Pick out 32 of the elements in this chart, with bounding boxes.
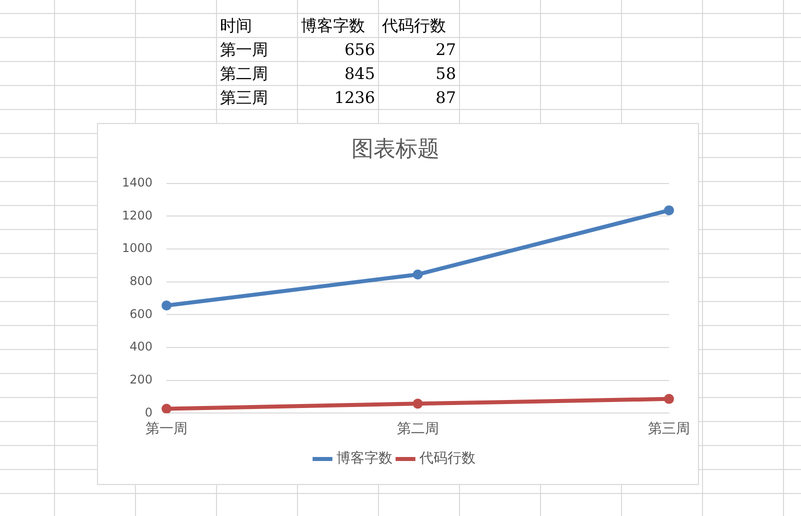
- legend-label: 代码行数: [418, 450, 476, 467]
- y-tick-label: 800: [130, 274, 153, 288]
- text: 1236: [298, 86, 378, 110]
- chart-title: 图表标题: [352, 136, 440, 162]
- point: [412, 398, 423, 409]
- x-tick-label: 第二周: [396, 421, 439, 438]
- point: [162, 404, 172, 414]
- x-tick-label: 第一周: [146, 421, 188, 438]
- y-tick-label: 200: [130, 372, 153, 386]
- x-tick-label: 第三周: [648, 421, 690, 438]
- text: 博客字数: [298, 14, 378, 38]
- point: [162, 300, 172, 311]
- legend-label: 博客字数: [336, 450, 392, 467]
- text: 656: [298, 38, 378, 62]
- y-tick-label: 0: [144, 405, 153, 420]
- text: 时间: [216, 14, 298, 38]
- y-tick-label: 1400: [122, 176, 153, 190]
- text: 87: [378, 86, 460, 110]
- text: 58: [378, 62, 460, 86]
- y-tick-label: 1000: [122, 241, 153, 256]
- text: 第三周: [216, 86, 298, 110]
- text: 第二周: [216, 62, 298, 86]
- text: 27: [378, 38, 460, 62]
- text: 代码行数: [378, 14, 460, 38]
- y-tick-label: 1200: [122, 208, 153, 222]
- point: [412, 270, 423, 280]
- text: 845: [298, 62, 378, 86]
- point: [664, 205, 674, 216]
- y-tick-label: 400: [130, 340, 153, 354]
- y-tick-label: 600: [130, 306, 153, 321]
- point: [664, 394, 674, 404]
- text: 第一周: [216, 38, 298, 62]
